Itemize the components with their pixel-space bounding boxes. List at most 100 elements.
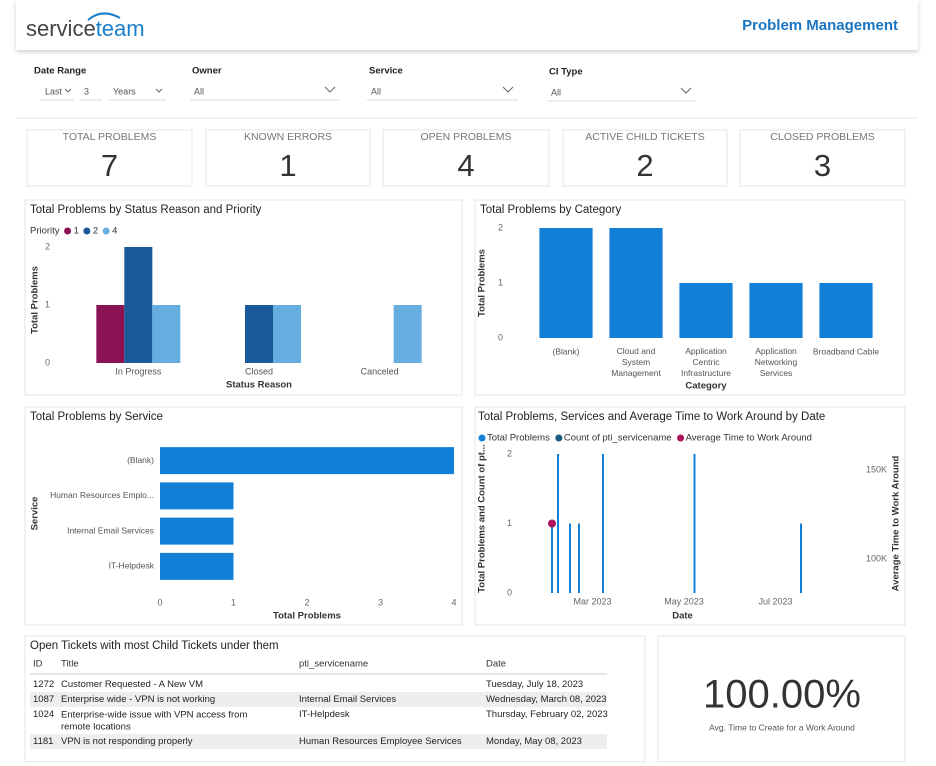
kpi-label: KNOWN ERRORS — [244, 131, 332, 143]
y-tick-label: 100K — [866, 554, 887, 564]
bar — [96, 305, 125, 363]
point — [548, 519, 556, 528]
table-title: Open Tickets with most Child Tickets und… — [30, 640, 279, 652]
chevron — [502, 86, 514, 93]
x-tick-label: Application Centric Infrastructure — [681, 346, 731, 378]
filter-value[interactable]: All — [551, 87, 561, 97]
chart-title: Total Problems by Status Reason and Prio… — [30, 204, 262, 216]
cell: IT-Helpdesk — [299, 709, 350, 720]
y-tick-label: Human Resources Emplo... — [50, 490, 154, 500]
kpi-card — [382, 129, 550, 187]
kpi-label: CLOSED PROBLEMS — [770, 131, 874, 143]
legend-label: 2 — [93, 226, 98, 237]
chart-title: Total Problems by Service — [30, 411, 163, 423]
bar — [609, 228, 663, 338]
panel — [24, 406, 463, 626]
x-axis-title: Total Problems — [273, 611, 341, 622]
bar — [152, 305, 181, 363]
cell: Monday, May 08, 2023 — [486, 736, 582, 747]
x-tick-label: Closed — [245, 366, 273, 376]
kpi-card — [739, 129, 906, 187]
legend-swatch — [83, 227, 91, 235]
logo-part: service — [26, 16, 96, 41]
y-axis-title: Total Problems — [30, 266, 41, 334]
x-tick-label: Jul 2023 — [758, 596, 792, 606]
header-bar — [16, 0, 918, 50]
x-tick-label: 1 — [231, 597, 236, 607]
cell: Thursday, February 02, 2023 — [486, 709, 608, 720]
chart-title: Total Problems by Category — [480, 204, 622, 216]
bar — [539, 228, 593, 338]
chart-title: Total Problems, Services and Average Tim… — [478, 411, 825, 423]
y-axis-title: Service — [30, 497, 41, 531]
kpi-value: 3 — [814, 148, 831, 183]
kpi-value: 1 — [279, 148, 296, 183]
legend-label: 1 — [74, 226, 79, 237]
y-tick-label: 1 — [45, 299, 50, 309]
bar — [160, 482, 234, 510]
bar — [245, 305, 273, 363]
chevron — [64, 88, 72, 93]
x-tick-label: 3 — [378, 597, 383, 607]
y-tick-label: 150K — [866, 464, 887, 474]
bar — [393, 305, 422, 363]
kpi-card — [205, 129, 371, 187]
cell: 1087 — [33, 694, 54, 705]
cell: VPN is not responding properly — [61, 736, 193, 747]
bar — [819, 283, 873, 338]
filter-value[interactable]: All — [371, 86, 381, 96]
x-axis-title: Status Reason — [226, 380, 292, 391]
cell: Human Resources Employee Services — [299, 736, 462, 747]
legend-swatch — [677, 434, 685, 442]
legend-swatch — [555, 434, 563, 442]
y-tick-label: 2 — [507, 448, 512, 458]
cell: Wednesday, March 08, 2023 — [486, 694, 607, 705]
chevron — [324, 86, 336, 93]
cell: Internal Email Services — [299, 694, 396, 705]
filter-label: CI Type — [549, 67, 583, 78]
legend-label: Count of pti_servicename — [564, 433, 672, 444]
filter-value[interactable]: 3 — [84, 86, 89, 96]
filter-label: Owner — [192, 66, 222, 77]
y-tick-label: 0 — [498, 332, 503, 342]
y-tick-label: 0 — [507, 587, 512, 597]
bar — [160, 552, 234, 580]
x-tick-label: 2 — [304, 597, 309, 607]
logo: serviceteam — [26, 16, 145, 41]
x-tick-label: 4 — [451, 597, 456, 607]
column-header: Title — [61, 659, 79, 670]
column-header: ID — [33, 659, 43, 670]
legend-label: Total Problems — [487, 433, 550, 444]
legend-swatch — [478, 434, 486, 442]
y-axis-title: Average Time to Work Around — [891, 455, 902, 591]
panel — [657, 635, 906, 763]
y-axis-title: Total Problems and Count of pt... — [477, 444, 488, 593]
kpi-label: ACTIVE CHILD TICKETS — [585, 131, 704, 143]
x-tick-label: Mar 2023 — [573, 596, 611, 606]
filter-label: Service — [369, 66, 403, 77]
row-band — [30, 692, 607, 707]
bar — [679, 283, 733, 338]
cell: Customer Requested - A New VM — [61, 679, 203, 690]
legend-label: 4 — [112, 226, 117, 237]
kpi-value: 4 — [457, 148, 474, 183]
column-header: pti_servicename — [299, 659, 368, 670]
card-label: Avg. Time to Create for a Work Around — [709, 722, 855, 732]
bar — [749, 283, 803, 338]
filter-value[interactable]: All — [194, 86, 204, 96]
y-tick-label: IT-Helpdesk — [109, 561, 155, 571]
kpi-value: 2 — [636, 148, 653, 183]
x-tick-label: Broadband Cable — [813, 346, 879, 356]
filter-value[interactable]: Years — [113, 86, 136, 96]
cell: 1181 — [33, 736, 53, 747]
x-tick-label: Canceled — [361, 366, 399, 376]
y-axis-title: Total Problems — [477, 249, 488, 317]
filter-value[interactable]: Last — [45, 86, 63, 96]
y-tick-label: 1 — [498, 277, 503, 287]
kpi-label: OPEN PROBLEMS — [420, 131, 511, 143]
bar — [160, 517, 234, 545]
legend-label: Average Time to Work Around — [686, 433, 812, 444]
y-tick-label: 2 — [45, 241, 50, 251]
x-tick-label: Application Networking Services — [755, 346, 798, 378]
